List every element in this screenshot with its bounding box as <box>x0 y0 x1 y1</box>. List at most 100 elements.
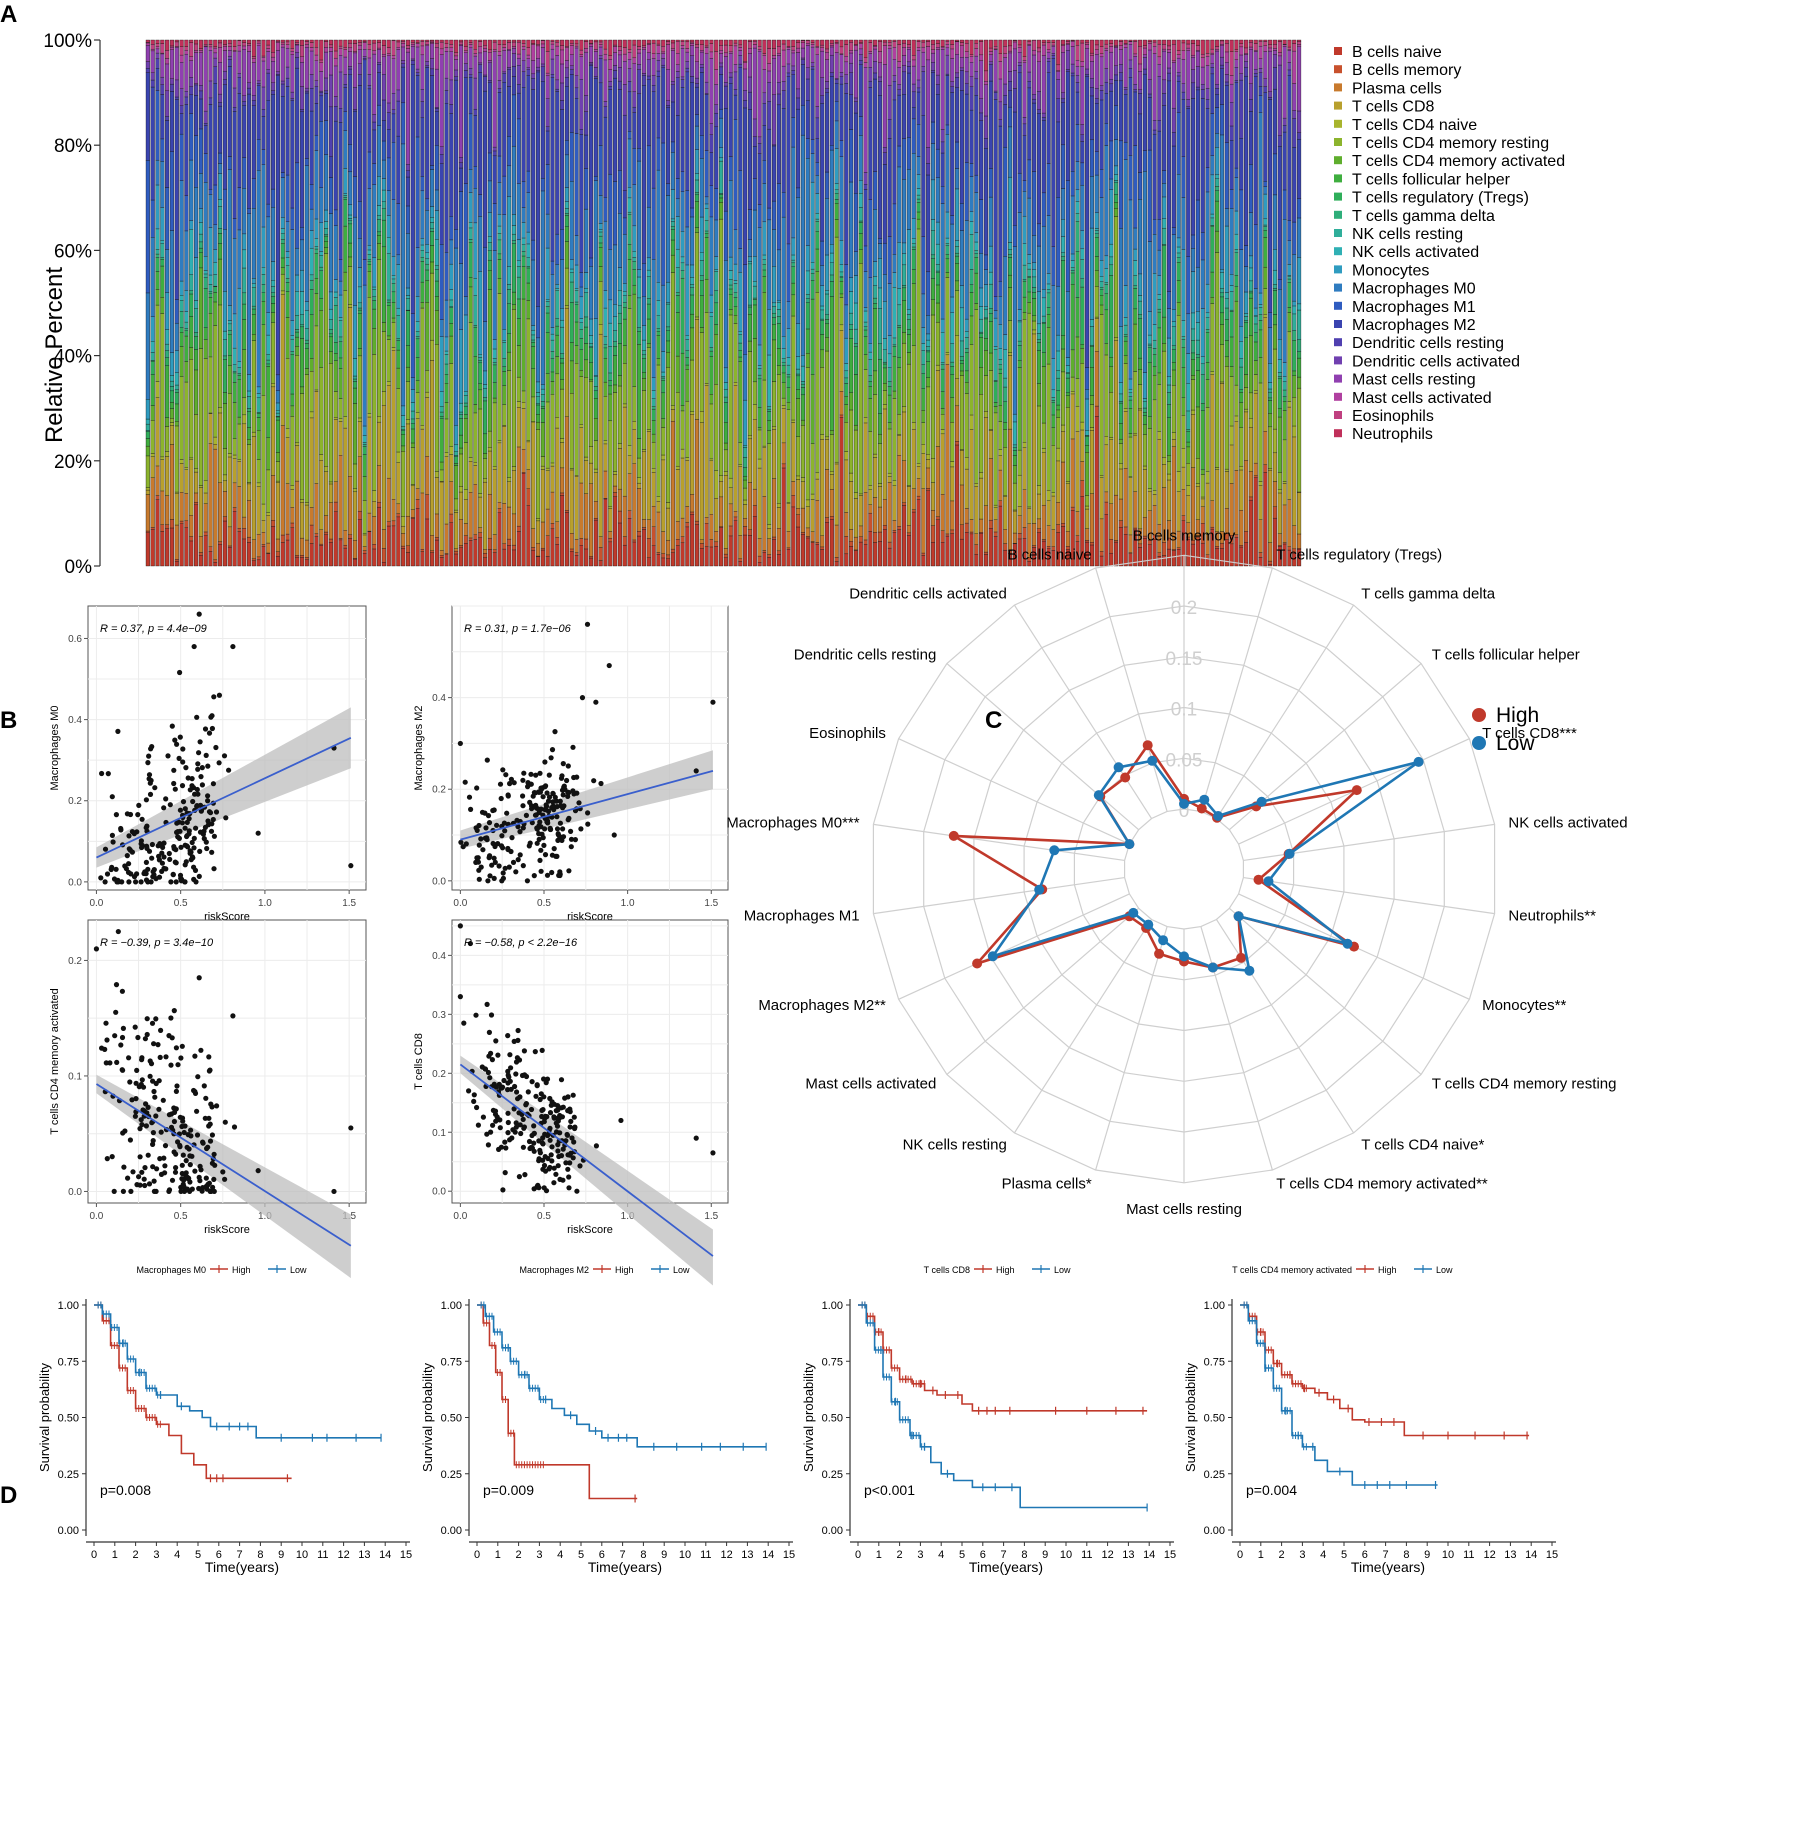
panel-a-segment <box>155 39 160 44</box>
panel-a-segment <box>656 328 661 332</box>
panel-a-segment <box>815 542 820 545</box>
panel-a-segment <box>511 466 517 471</box>
panel-a-segment <box>540 408 545 423</box>
panel-a-segment <box>1027 41 1032 45</box>
panel-a-segment <box>174 79 179 98</box>
panel-a-segment <box>930 278 936 300</box>
panel-a-segment <box>839 46 844 55</box>
panel-a-segment <box>261 300 266 325</box>
panel-a-segment <box>261 546 266 567</box>
panel-a-segment <box>145 68 150 73</box>
panel-a-segment <box>916 50 921 81</box>
panel-a-segment <box>280 80 285 85</box>
panel-a-segment <box>1046 58 1051 62</box>
panel-a-segment <box>391 199 396 257</box>
panel-a-segment <box>935 270 940 273</box>
panel-a-segment <box>497 182 502 215</box>
panel-a-segment <box>675 392 680 467</box>
panel-a-sample-bar <box>497 39 502 567</box>
panel-a-segment <box>290 91 295 99</box>
panel-a-segment <box>434 539 439 567</box>
panel-a-segment <box>1113 39 1119 46</box>
panel-a-segment <box>295 346 300 356</box>
panel-a-segment <box>902 71 907 95</box>
panel-a-segment <box>1022 60 1027 63</box>
panel-a-segment <box>964 318 969 332</box>
panel-a-segment <box>1017 172 1022 213</box>
panel-a-segment <box>617 443 622 449</box>
panel-a-segment <box>266 203 271 218</box>
panel-a-segment <box>627 510 632 519</box>
panel-a-sample-bar <box>391 39 396 567</box>
panel-a-segment <box>791 74 796 118</box>
panel-a-segment <box>656 511 661 553</box>
panel-a-segment <box>661 553 666 559</box>
panel-a-sample-bar <box>1094 39 1099 567</box>
panel-a-segment <box>314 533 319 537</box>
panel-a-segment <box>338 421 343 456</box>
panel-a-segment <box>974 309 979 484</box>
panel-a-segment <box>1089 139 1095 177</box>
panel-a-segment <box>728 156 733 181</box>
panel-a-segment <box>805 40 810 44</box>
panel-a-segment <box>531 239 536 261</box>
panel-a-segment <box>747 39 753 42</box>
panel-a-segment <box>608 55 613 60</box>
panel-a-segment <box>189 42 194 57</box>
panel-a-segment <box>1027 312 1032 508</box>
panel-a-segment <box>752 299 757 306</box>
panel-a-segment <box>189 60 194 78</box>
panel-a-sample-bar <box>906 39 911 567</box>
panel-a-segment <box>771 313 777 318</box>
panel-a-segment <box>815 218 820 222</box>
panel-a-segment <box>1036 350 1042 384</box>
panel-a-segment <box>1142 398 1147 402</box>
panel-a-segment <box>1162 39 1167 45</box>
panel-a-segment <box>1118 520 1123 528</box>
panel-a-segment <box>458 453 464 487</box>
panel-a-segment <box>588 347 594 363</box>
panel-a-segment <box>579 545 584 567</box>
panel-a-segment <box>1166 80 1172 292</box>
panel-a-segment <box>738 47 743 51</box>
panel-a-segment <box>969 315 974 345</box>
panel-a-segment <box>1181 367 1186 398</box>
panel-a-segment <box>1138 273 1143 296</box>
panel-a-segment <box>877 413 883 435</box>
panel-a-segment <box>617 80 622 90</box>
panel-a-segment <box>637 269 642 278</box>
panel-a-segment <box>1147 149 1152 242</box>
panel-a-segment <box>897 435 902 456</box>
panel-a-segment <box>516 407 521 448</box>
panel-a-segment <box>458 417 464 436</box>
panel-a-segment <box>184 39 189 47</box>
panel-a-sample-bar <box>627 39 632 567</box>
panel-a-segment <box>198 241 203 249</box>
panel-a-segment <box>405 51 411 165</box>
panel-a-segment <box>593 440 598 470</box>
panel-a-segment <box>165 357 170 366</box>
panel-a-segment <box>887 119 892 139</box>
panel-a-segment <box>709 316 714 348</box>
panel-a-segment <box>526 75 531 172</box>
panel-a-segment <box>979 306 984 320</box>
panel-a-segment <box>352 110 358 177</box>
panel-a-segment <box>155 249 160 255</box>
panel-a-segment <box>1128 436 1133 477</box>
panel-a-segment <box>396 503 401 514</box>
panel-a-segment <box>299 62 305 87</box>
panel-a-segment <box>853 302 858 330</box>
panel-a-segment <box>622 53 627 62</box>
panel-a-segment <box>569 54 574 66</box>
panel-a-segment <box>497 512 502 567</box>
panel-a-segment <box>1162 183 1167 198</box>
panel-a-segment <box>482 549 488 554</box>
panel-a-segment <box>545 301 550 307</box>
panel-a-segment <box>227 456 232 528</box>
panel-a-segment <box>666 326 671 331</box>
panel-a-segment <box>690 313 695 329</box>
panel-a-segment <box>935 519 940 567</box>
panel-a-segment <box>165 58 170 65</box>
panel-a-segment <box>1118 45 1123 50</box>
panel-a-segment <box>588 65 594 259</box>
